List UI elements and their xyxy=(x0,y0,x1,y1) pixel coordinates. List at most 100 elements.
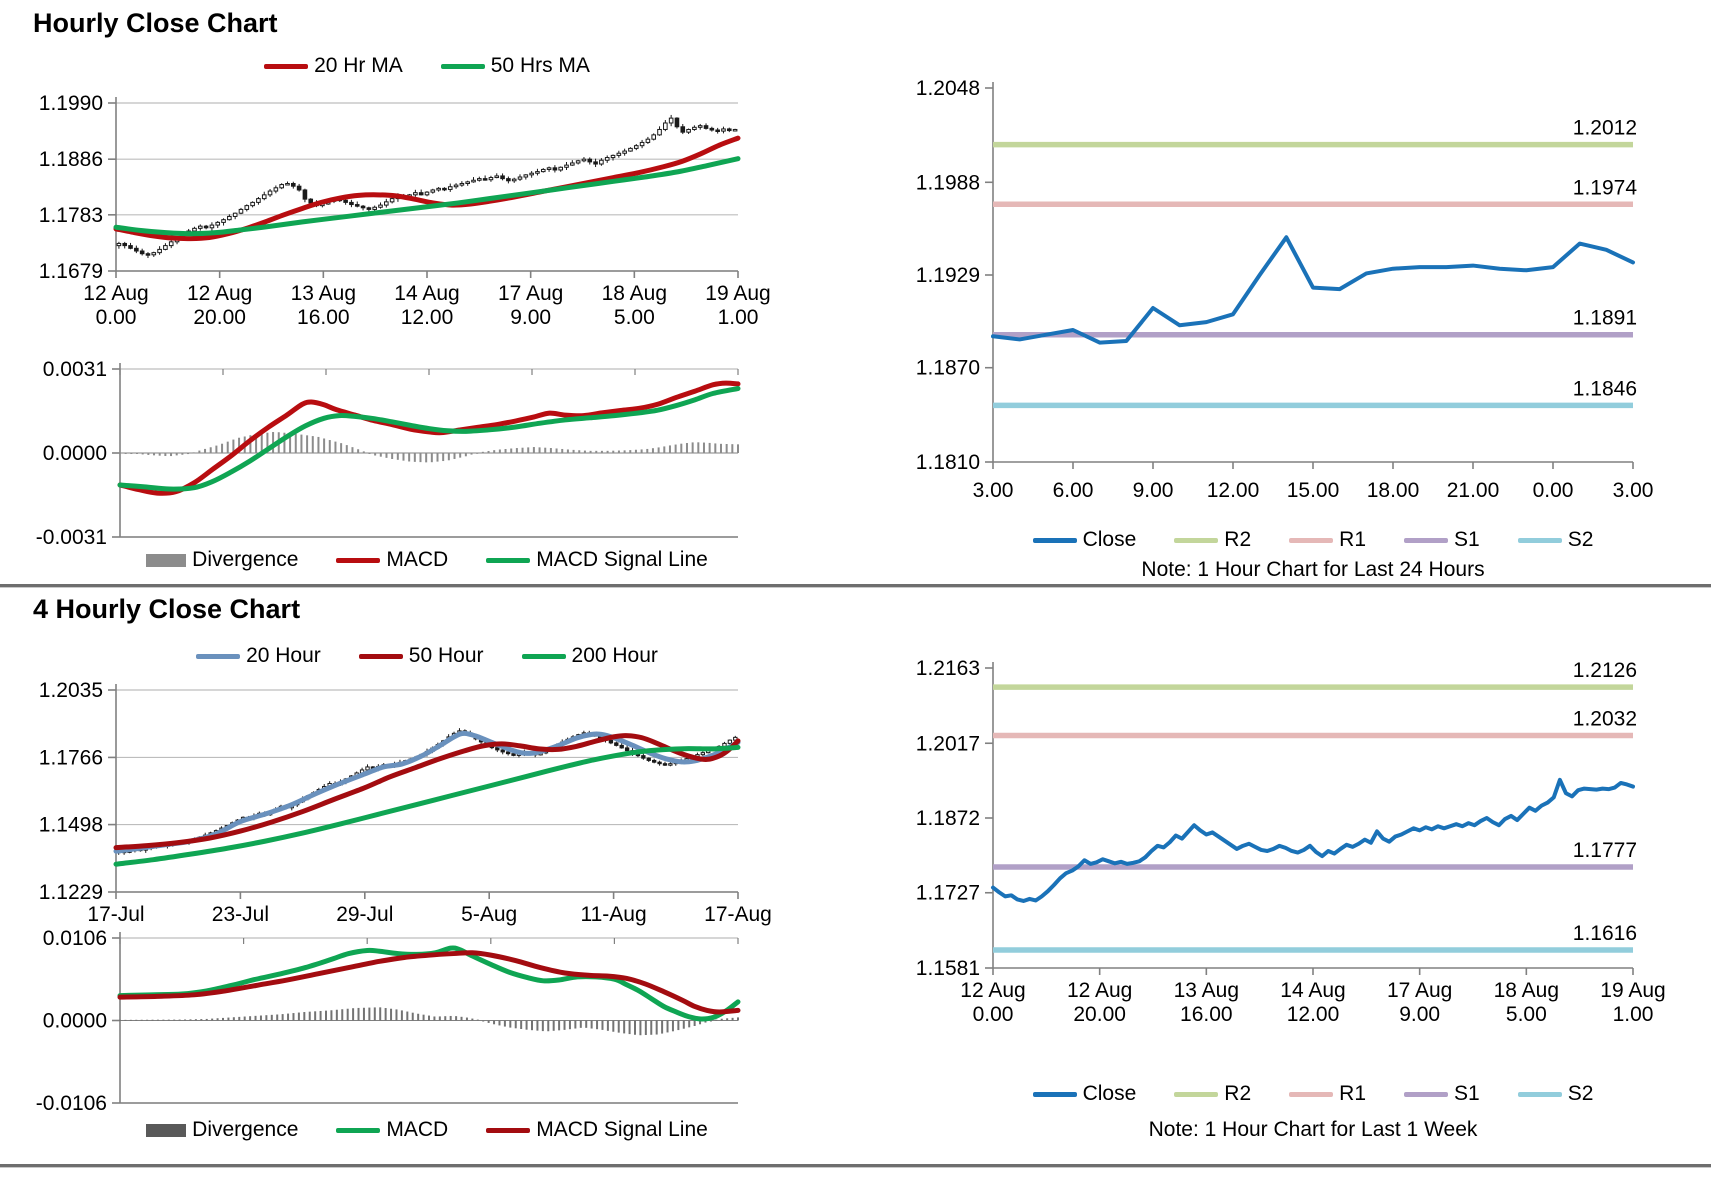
divergence-bar xyxy=(521,447,524,453)
legend-item-divergence: Divergence xyxy=(146,548,298,572)
candle-body xyxy=(628,147,633,152)
candle-body xyxy=(389,198,395,203)
divergence-bar xyxy=(453,453,456,459)
divergence-bar xyxy=(135,1019,138,1021)
divergence-bar xyxy=(254,1015,257,1021)
x-tick-label: 5-Aug xyxy=(461,903,517,926)
sr-1week-legend: Close R2 R1 S1 S2 xyxy=(993,1082,1633,1106)
divergence-bar xyxy=(400,1010,403,1021)
divergence-bar xyxy=(167,1019,170,1021)
candle-body xyxy=(418,192,424,196)
divergence-bar xyxy=(493,450,496,453)
divergence-bar xyxy=(323,438,326,453)
hourly-macd-legend: Divergence MACD MACD Signal Line xyxy=(116,548,738,572)
divergence-bar xyxy=(200,1019,203,1021)
candle-body xyxy=(540,168,546,173)
candle-body xyxy=(354,204,360,207)
divergence-bar xyxy=(311,436,314,453)
legend-line-swatch-macd xyxy=(336,557,381,563)
candle-body xyxy=(700,752,706,756)
candle-body xyxy=(604,157,610,161)
divergence-bar xyxy=(688,1020,691,1028)
candle-body xyxy=(593,161,598,165)
legend-label: 20 Hour xyxy=(246,644,321,667)
sr-24h-legend: Close R2 R1 S1 S2 xyxy=(993,528,1633,552)
legend-label: Divergence xyxy=(192,548,299,571)
divergence-bar xyxy=(164,453,167,457)
candle-body xyxy=(622,150,627,154)
legend-label: Divergence xyxy=(192,1118,299,1141)
series-50-hrs-ma xyxy=(113,156,741,237)
candle-body xyxy=(430,189,436,193)
x-tick-label: 3.00 xyxy=(1613,479,1654,502)
series-macd-signal-line xyxy=(117,386,741,492)
close-line xyxy=(991,777,1635,903)
divergence-bar xyxy=(585,1020,588,1028)
candle-body xyxy=(488,177,494,181)
y-tick-label: 1.1929 xyxy=(916,264,980,287)
divergence-bar xyxy=(211,1018,214,1021)
divergence-bar xyxy=(459,453,462,458)
divergence-bar xyxy=(249,435,252,453)
divergence-bar xyxy=(357,1007,360,1021)
divergence-bar xyxy=(270,1014,273,1021)
legend-line-swatch-macd-signal-line xyxy=(486,557,531,563)
divergence-bar xyxy=(623,450,626,453)
divergence-bar xyxy=(314,1011,317,1021)
divergence-bar xyxy=(379,453,382,457)
divergence-bar xyxy=(617,1020,620,1033)
legend-label: 200 Hour xyxy=(571,644,658,667)
series-20-hour xyxy=(113,730,741,854)
candle-body xyxy=(657,128,662,136)
divergence-bar xyxy=(425,453,428,463)
x-tick-label: 13 Aug 16.00 xyxy=(291,282,356,329)
candle-body xyxy=(477,178,482,181)
section-divider xyxy=(0,584,1711,588)
divergence-bar xyxy=(578,450,581,453)
divergence-bar xyxy=(119,1019,121,1021)
divergence-bar xyxy=(708,442,711,453)
divergence-bar xyxy=(374,453,377,456)
divergence-bar xyxy=(527,447,530,453)
candle-body xyxy=(680,126,686,133)
legend-label: MACD Signal Line xyxy=(536,548,708,571)
divergence-bar xyxy=(590,1020,593,1029)
divergence-bar xyxy=(227,1017,230,1021)
y-tick-label: 0.0106 xyxy=(43,927,107,950)
legend-label: S2 xyxy=(1567,1082,1594,1105)
legend-item-close: Close xyxy=(1032,1082,1137,1106)
candle-body xyxy=(221,219,226,223)
legend-label: Close xyxy=(1082,528,1137,551)
divergence-bar xyxy=(317,436,320,453)
legend-item-r2: R2 xyxy=(1174,528,1251,552)
legend-item-20-hour: 20 Hour xyxy=(196,644,321,668)
candle-body xyxy=(192,227,197,232)
divergence-bar xyxy=(563,1020,566,1030)
candle-body xyxy=(500,175,505,180)
candle-body xyxy=(372,206,377,210)
x-tick-label: 9.00 xyxy=(1133,479,1174,502)
sr-last-24-hours-chart: 1.2048 1.1988 1.1929 1.1870 1.1810 3.00 6.00 9.… xyxy=(916,77,1654,502)
divergence-bar xyxy=(341,1009,344,1021)
divergence-bar xyxy=(300,434,303,453)
divergence-bar xyxy=(146,1019,149,1021)
divergence-bar xyxy=(345,445,348,453)
candle-body xyxy=(308,198,314,204)
candle-body xyxy=(646,757,651,761)
divergence-bar xyxy=(289,433,292,453)
x-tick-label: 19 Aug 1.00 xyxy=(705,282,770,329)
y-tick-label: 1.2035 xyxy=(39,679,103,702)
candle-body xyxy=(366,207,372,210)
divergence-bar xyxy=(272,432,275,453)
divergence-bar xyxy=(232,439,235,453)
x-tick-label: 29-Jul xyxy=(336,903,393,926)
legend-label: Close xyxy=(1082,1082,1137,1105)
legend-item-macd-signal-line: MACD Signal Line xyxy=(486,548,708,572)
x-tick-label: 12 Aug 0.00 xyxy=(960,979,1025,1026)
divergence-bar xyxy=(303,1012,306,1021)
candle-body xyxy=(558,166,564,171)
legend-label: MACD xyxy=(386,1118,449,1141)
x-tick-label: 18 Aug 5.00 xyxy=(602,282,667,329)
divergence-bar xyxy=(595,450,598,453)
